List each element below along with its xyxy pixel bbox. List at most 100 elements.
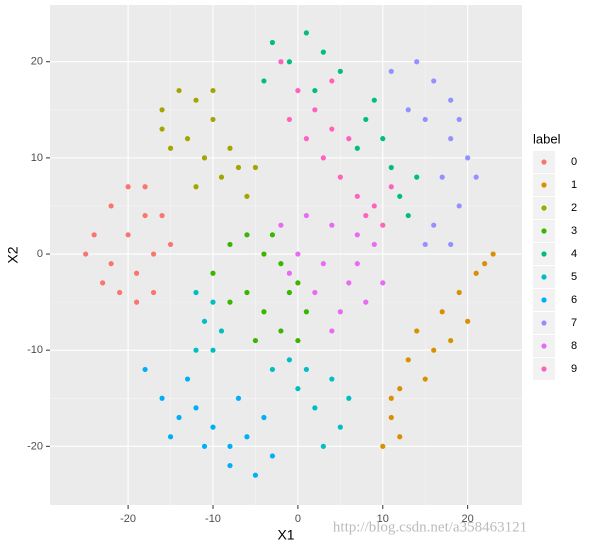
point xyxy=(414,174,420,180)
y-tick-label: 20 xyxy=(31,56,43,68)
watermark: http://blog.csdn.net/a358463121 xyxy=(333,519,527,535)
legend-label: 3 xyxy=(571,225,577,237)
point xyxy=(167,241,174,248)
point xyxy=(235,164,242,171)
legend-label: 4 xyxy=(571,248,577,260)
point xyxy=(320,443,326,449)
point xyxy=(295,251,301,257)
y-tick-label: 10 xyxy=(31,152,43,164)
x-tick-label: 10 xyxy=(377,513,389,525)
point xyxy=(422,376,428,382)
point xyxy=(371,241,377,248)
point xyxy=(125,232,131,238)
point xyxy=(456,203,462,209)
point xyxy=(303,212,309,219)
point xyxy=(159,212,165,219)
point xyxy=(422,116,428,123)
point xyxy=(269,453,276,459)
point xyxy=(133,299,140,305)
point xyxy=(371,203,377,209)
legend-swatch xyxy=(541,274,547,280)
point xyxy=(167,434,174,440)
point xyxy=(303,136,309,142)
point xyxy=(329,78,335,84)
y-tick-label: -10 xyxy=(27,344,43,356)
point xyxy=(176,87,182,94)
point xyxy=(354,232,360,238)
x-tick-label: 20 xyxy=(462,513,474,525)
point xyxy=(218,328,225,334)
legend-swatch xyxy=(541,251,547,257)
point xyxy=(150,251,157,257)
point xyxy=(193,184,199,190)
point xyxy=(150,289,157,296)
point xyxy=(244,434,250,440)
point xyxy=(388,184,394,190)
point xyxy=(295,87,301,94)
point xyxy=(431,78,437,84)
point xyxy=(201,318,208,324)
point xyxy=(312,107,318,113)
point xyxy=(431,347,437,353)
point xyxy=(176,414,182,421)
point xyxy=(210,424,216,430)
legend-label: 5 xyxy=(571,271,577,283)
point xyxy=(159,107,165,113)
point xyxy=(286,270,292,276)
panel xyxy=(50,5,522,505)
point xyxy=(380,280,386,286)
point xyxy=(261,251,267,257)
point xyxy=(227,299,233,305)
point xyxy=(83,251,89,257)
legend-swatch xyxy=(541,297,547,303)
legend-swatch xyxy=(541,320,547,326)
point xyxy=(397,434,403,440)
point xyxy=(473,270,479,276)
point xyxy=(91,232,97,238)
point xyxy=(142,184,148,190)
point xyxy=(278,222,284,228)
point xyxy=(405,212,411,219)
x-tick-label: -20 xyxy=(120,513,136,525)
point xyxy=(312,405,318,411)
point xyxy=(363,212,369,219)
y-tick-label: -20 xyxy=(27,440,43,452)
point xyxy=(456,116,462,123)
legend-label: 6 xyxy=(571,294,577,306)
point xyxy=(303,366,309,373)
point xyxy=(448,97,454,103)
legend-label: 9 xyxy=(571,363,577,375)
point xyxy=(286,59,292,65)
point xyxy=(329,126,335,132)
point xyxy=(490,251,496,257)
point xyxy=(397,193,403,199)
point xyxy=(388,395,394,401)
point xyxy=(252,472,259,478)
point xyxy=(286,357,292,363)
point xyxy=(388,414,394,421)
point xyxy=(125,184,131,190)
legend-swatch xyxy=(541,366,547,372)
point xyxy=(278,59,284,65)
point xyxy=(227,443,233,449)
point xyxy=(159,395,165,401)
point xyxy=(337,174,343,180)
point xyxy=(142,212,148,219)
point xyxy=(269,39,276,46)
point xyxy=(278,261,284,267)
legend-label: 1 xyxy=(571,179,577,191)
point xyxy=(244,289,250,296)
point xyxy=(465,318,471,324)
point xyxy=(159,126,165,132)
point xyxy=(337,68,343,74)
point xyxy=(286,116,292,123)
point xyxy=(193,289,199,296)
point xyxy=(244,193,250,199)
point xyxy=(354,261,360,267)
point xyxy=(354,193,360,199)
point xyxy=(346,136,352,142)
y-axis-title: X2 xyxy=(5,246,21,263)
point xyxy=(388,68,394,74)
